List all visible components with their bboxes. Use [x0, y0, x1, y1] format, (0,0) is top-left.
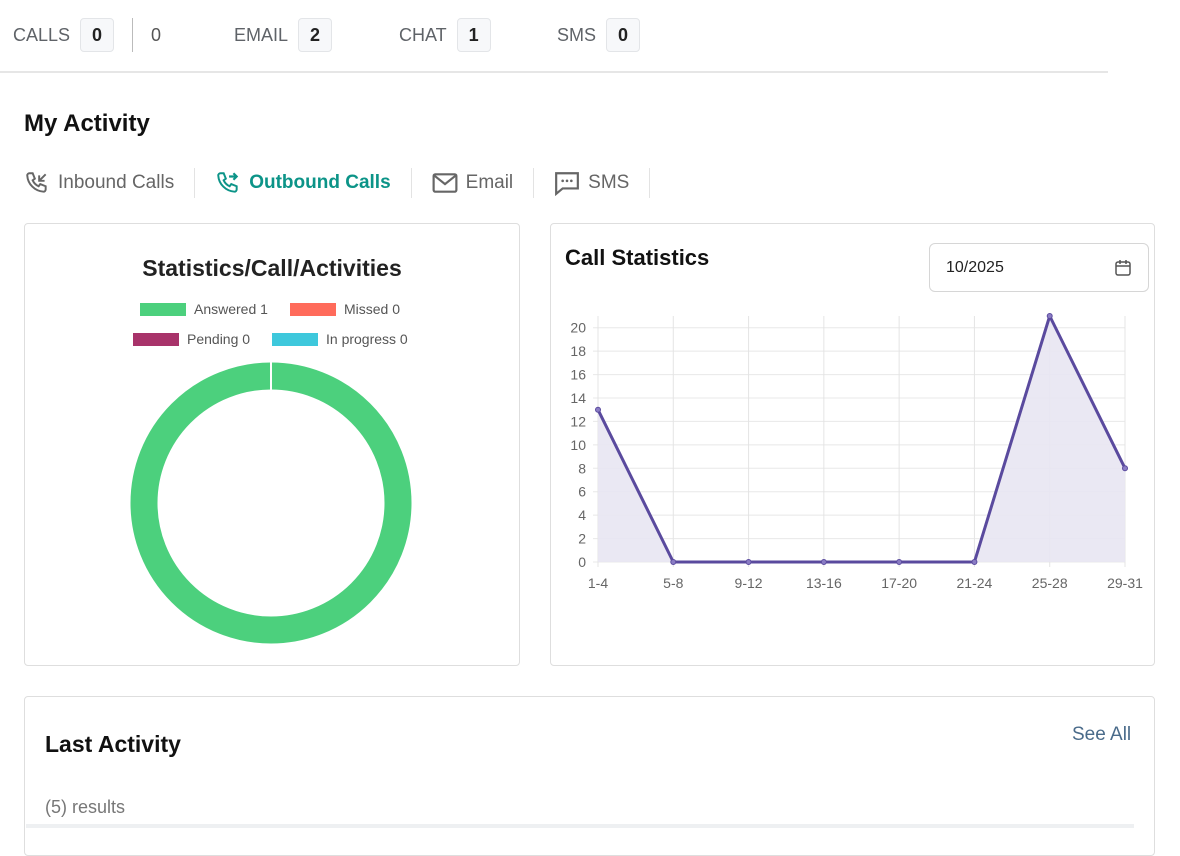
- donut-slice-answered: [130, 362, 412, 644]
- email-label: EMAIL: [234, 24, 289, 45]
- last-activity-card: [24, 696, 1155, 856]
- phone-inbound-icon: [26, 172, 47, 193]
- divider: [132, 18, 134, 52]
- sms-counter: SMS 0: [557, 18, 641, 52]
- y-tick-label: 4: [578, 507, 586, 523]
- tab-label: Email: [465, 172, 514, 193]
- calls-counter: CALLS 0 0: [13, 18, 161, 52]
- chat-badge: 1: [456, 18, 491, 52]
- x-tick-label: 17-20: [881, 575, 917, 591]
- calls-badge: 0: [80, 18, 115, 52]
- x-tick-label: 21-24: [957, 575, 993, 591]
- tab-outbound-calls[interactable]: Outbound Calls: [195, 168, 412, 198]
- chat-counter: CHAT 1: [399, 18, 491, 52]
- phone-outbound-icon: [217, 172, 239, 193]
- data-point: [971, 559, 978, 565]
- area-fill: [598, 316, 1125, 562]
- calls-extra: 0: [151, 24, 162, 45]
- series-line: [596, 314, 1127, 564]
- call-statistics-title: Call Statistics: [565, 245, 710, 270]
- email-badge: 2: [298, 18, 333, 52]
- x-tick-label: 25-28: [1032, 575, 1068, 591]
- data-point: [820, 559, 827, 565]
- calendar-icon[interactable]: [1114, 259, 1132, 277]
- data-point: [745, 559, 752, 565]
- y-tick-label: 16: [570, 367, 586, 383]
- legend-answered[interactable]: Answered 1: [140, 301, 268, 317]
- see-all-link[interactable]: See All: [1072, 724, 1132, 745]
- legend-label: Pending 0: [187, 331, 251, 347]
- month-picker-value: 10/2025: [946, 258, 1004, 276]
- tab-inbound-calls[interactable]: Inbound Calls: [24, 168, 196, 198]
- tab-label: Outbound Calls: [249, 172, 391, 193]
- legend-label: Missed 0: [344, 301, 401, 317]
- last-activity-title: Last Activity: [45, 731, 181, 757]
- legend-in-progress[interactable]: In progress 0: [272, 331, 408, 347]
- envelope-icon: [432, 173, 458, 193]
- y-tick-label: 6: [578, 484, 586, 500]
- tab-email[interactable]: Email: [412, 168, 535, 198]
- tab-label: Inbound Calls: [58, 172, 175, 193]
- tab-label: SMS: [588, 172, 630, 193]
- email-counter: EMAIL 2: [234, 18, 333, 52]
- data-point: [896, 559, 903, 565]
- y-tick-label: 18: [570, 343, 586, 359]
- tab-sms[interactable]: SMS: [534, 168, 651, 198]
- x-tick-label: 5-8: [663, 575, 683, 591]
- legend-missed[interactable]: Missed 0: [290, 301, 400, 317]
- x-tick-label: 9-12: [735, 575, 763, 591]
- statistics-card: [24, 223, 520, 666]
- y-tick-label: 2: [578, 531, 586, 547]
- x-tick-label: 29-31: [1107, 575, 1143, 591]
- legend-label: Answered 1: [194, 301, 268, 317]
- data-point: [1046, 313, 1053, 319]
- y-tick-label: 0: [578, 554, 586, 570]
- data-point: [1122, 465, 1128, 472]
- header-divider: [0, 71, 1108, 73]
- y-tick-label: 14: [570, 390, 586, 406]
- donut-title: Statistics/Call/Activities: [142, 255, 402, 281]
- table-header: [26, 824, 1134, 828]
- line-chart: 0 2 4 6 8 10 12 14 16 18 20 1-4 5-8 9-12 13-16 17-20 21-…: [570, 313, 1143, 591]
- x-tick-label: 13-16: [806, 575, 842, 591]
- page-title: My Activity: [24, 110, 150, 137]
- x-tick-label: 1-4: [588, 575, 608, 591]
- y-tick-label: 10: [570, 437, 586, 453]
- data-point: [595, 406, 601, 413]
- chat-label: CHAT: [399, 24, 447, 45]
- data-point: [670, 559, 677, 565]
- y-tick-label: 20: [570, 320, 586, 336]
- sms-label: SMS: [557, 24, 597, 45]
- legend-label: In progress 0: [326, 331, 408, 347]
- y-tick-label: 8: [578, 460, 586, 476]
- results-count: (5) results: [45, 797, 126, 817]
- legend-pending[interactable]: Pending 0: [133, 331, 250, 347]
- chat-bubble-icon: [555, 172, 580, 196]
- donut-chart: [130, 362, 412, 644]
- calls-label: CALLS: [13, 24, 71, 45]
- month-picker[interactable]: 10/2025: [929, 243, 1149, 292]
- y-tick-label: 12: [570, 413, 586, 429]
- activity-tabs: Inbound Calls Outbound Calls Email SMS: [24, 166, 651, 200]
- sms-badge: 0: [606, 18, 641, 52]
